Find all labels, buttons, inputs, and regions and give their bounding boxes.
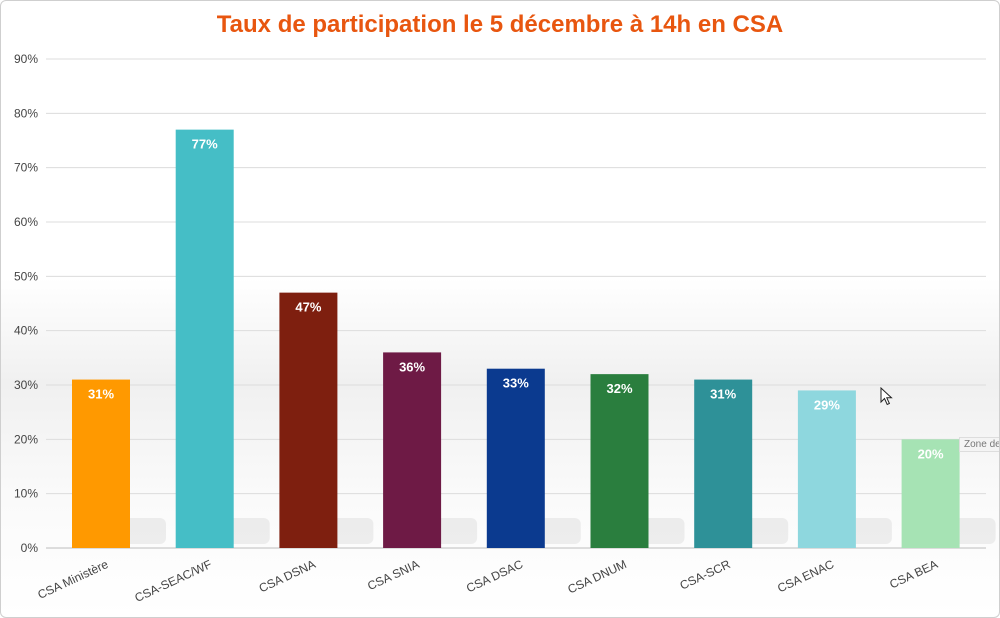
x-tick-label: CSA-SEAC/WF <box>133 557 214 605</box>
data-label: 31% <box>710 387 736 402</box>
data-label: 36% <box>399 359 425 374</box>
data-label: 47% <box>295 300 321 315</box>
bar <box>383 352 442 548</box>
bar <box>694 379 753 548</box>
data-label: 32% <box>606 381 632 396</box>
x-tick-label: CSA DSAC <box>464 557 525 595</box>
y-tick-label: 70% <box>14 161 38 175</box>
x-tick-label: CSA-SCR <box>678 557 733 593</box>
data-label: 29% <box>814 397 840 412</box>
y-tick-label: 30% <box>14 378 38 392</box>
bar <box>279 292 338 548</box>
x-tick-label: CSA BEA <box>887 557 939 591</box>
data-label: 77% <box>192 137 218 152</box>
y-tick-label: 90% <box>14 52 38 66</box>
x-tick-label: CSA Ministère <box>35 557 110 602</box>
bar <box>797 390 856 548</box>
chart-title: Taux de participation le 5 décembre à 14… <box>216 11 784 38</box>
data-label: 31% <box>88 387 114 402</box>
y-tick-label: 80% <box>14 106 38 120</box>
x-tick-label: CSA DSNA <box>257 557 318 595</box>
data-label: 33% <box>503 376 529 391</box>
bar <box>486 368 545 548</box>
bar <box>175 129 234 548</box>
y-tick-label: 0% <box>21 541 39 555</box>
chart-area-tooltip: Zone de <box>959 437 999 452</box>
y-tick-label: 20% <box>14 432 38 446</box>
y-tick-label: 60% <box>14 215 38 229</box>
bar <box>590 374 649 548</box>
y-tick-label: 40% <box>14 324 38 338</box>
y-tick-label: 50% <box>14 269 38 283</box>
bar <box>72 379 130 548</box>
data-label: 20% <box>918 446 944 461</box>
x-tick-label: CSA SNIA <box>365 557 421 593</box>
mouse-cursor-icon <box>880 387 893 406</box>
bar <box>901 439 960 548</box>
y-tick-label: 10% <box>14 487 38 501</box>
x-tick-label: CSA DNUM <box>565 557 628 596</box>
x-tick-label: CSA ENAC <box>775 557 836 595</box>
